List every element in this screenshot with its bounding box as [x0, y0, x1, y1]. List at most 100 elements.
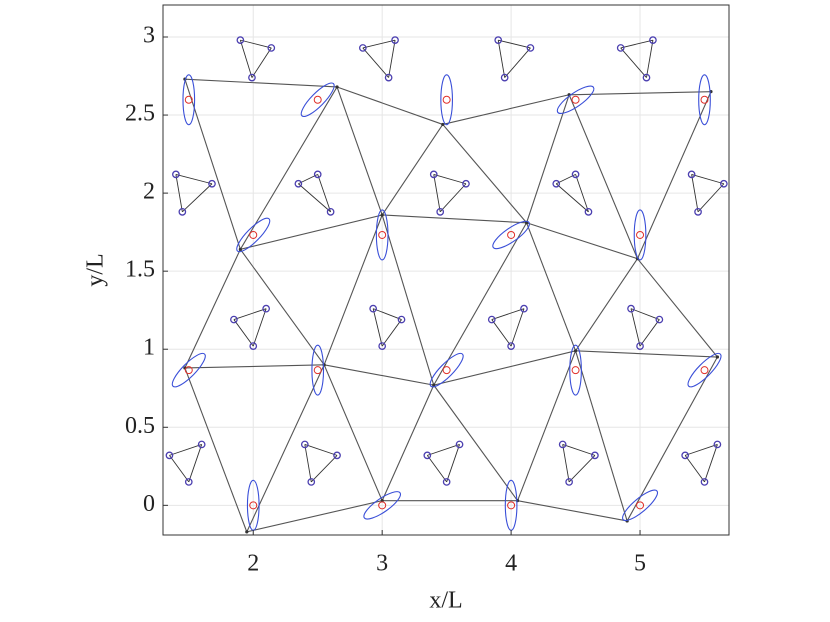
cluster-particle [230, 315, 238, 324]
cluster-bond [317, 174, 332, 212]
cluster-bond [252, 308, 267, 347]
cluster-bond [239, 39, 253, 78]
cluster-bond [304, 444, 312, 482]
ellipse [698, 74, 711, 126]
ellipse [429, 352, 464, 388]
cluster-particle [713, 440, 722, 449]
cluster-particle [558, 440, 567, 449]
edge [626, 356, 718, 522]
cluster-bond [562, 444, 570, 482]
cluster-bond [169, 444, 202, 456]
site [313, 366, 322, 375]
node [238, 247, 242, 251]
edge [184, 249, 241, 369]
cluster-particle [397, 315, 406, 324]
cluster-bond [251, 47, 272, 78]
ellipse [300, 82, 335, 118]
cluster-particle [694, 207, 702, 216]
cluster-particle [552, 179, 561, 188]
ellipse [492, 220, 530, 250]
cluster-bond [685, 444, 718, 456]
cluster-particle [300, 440, 309, 449]
edge [336, 86, 443, 125]
cluster-particle [172, 170, 180, 179]
site [184, 366, 193, 375]
edge [526, 94, 570, 223]
edge [526, 222, 638, 260]
y-tick-label: 1.5 [125, 257, 155, 283]
cluster-particle [313, 170, 322, 179]
cluster-particle [436, 207, 445, 216]
cluster-bond [182, 183, 213, 213]
node [715, 355, 719, 359]
edge [324, 364, 434, 386]
y-tick-label: 2.5 [125, 101, 155, 127]
site [571, 366, 580, 375]
cluster-particle [455, 440, 464, 449]
ellipse [375, 209, 389, 261]
cluster-bond [372, 308, 383, 347]
cluster-particle [700, 478, 709, 486]
cluster-bond [362, 47, 389, 78]
cluster-particle [571, 170, 580, 179]
site [507, 501, 516, 510]
ellipse [363, 491, 402, 520]
edge [526, 222, 577, 351]
ellipse [171, 352, 206, 388]
edge [323, 214, 383, 366]
node [380, 213, 384, 217]
x-tick-label: 4 [505, 551, 517, 577]
edge [381, 214, 435, 386]
site [313, 95, 322, 104]
edge [433, 222, 528, 386]
cluster-particle [307, 478, 316, 486]
cluster-bond [491, 308, 525, 320]
cluster-particle [462, 179, 470, 188]
cluster-particle [249, 342, 258, 350]
site [442, 366, 451, 375]
cluster-bond [381, 319, 402, 347]
plot-area [163, 5, 729, 535]
cluster-bond [646, 40, 654, 78]
cluster-bond [233, 308, 267, 320]
node [245, 530, 249, 534]
cluster-bond [491, 319, 512, 347]
site [184, 95, 193, 104]
cluster-bond [233, 319, 254, 347]
cluster-bond [439, 183, 467, 213]
cluster-particle [687, 170, 696, 179]
cluster-particle [655, 315, 664, 324]
cluster-bond [510, 308, 525, 347]
edge [381, 384, 435, 501]
cluster-particle [326, 207, 335, 216]
node [335, 85, 339, 89]
cluster-particle [681, 451, 690, 460]
edge [433, 384, 519, 501]
site [700, 95, 709, 104]
cluster-particle [236, 36, 245, 44]
x-tick-label: 3 [376, 551, 388, 577]
cluster-particle [526, 44, 535, 52]
cluster-particle [642, 73, 651, 82]
y-tick-label: 0 [143, 491, 155, 517]
node [432, 383, 436, 387]
cluster-bond [427, 444, 460, 456]
cluster-particle [369, 304, 378, 313]
cluster-particle [378, 342, 387, 350]
cluster-bond [169, 455, 190, 483]
cluster-particle [208, 179, 216, 188]
site [378, 501, 387, 510]
ellipse [311, 344, 325, 396]
cluster-particle [494, 36, 503, 44]
cluster-particle [565, 478, 573, 486]
edge [575, 258, 638, 352]
cluster-particle [333, 451, 341, 460]
cluster-particle [591, 451, 599, 460]
cluster-particle [165, 451, 174, 460]
edge [433, 350, 576, 386]
edge [381, 124, 444, 216]
cluster-particle [184, 478, 193, 486]
cluster-particle [429, 170, 438, 179]
node [573, 349, 578, 353]
site [378, 230, 387, 239]
